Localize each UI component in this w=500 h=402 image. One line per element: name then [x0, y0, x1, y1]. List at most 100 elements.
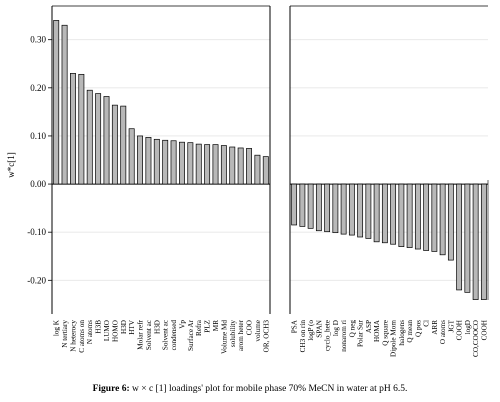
- bar: [472, 183, 479, 300]
- x-tick-label: Dipole Mom: [390, 320, 398, 357]
- x-tick-label: HOMO: [111, 320, 119, 342]
- x-tick-label: Polar Sur: [357, 319, 365, 347]
- bar: [170, 140, 177, 185]
- bar: [423, 183, 430, 251]
- x-tick-label: logD: [464, 320, 472, 334]
- y-tick-label: -0.10: [27, 227, 46, 237]
- y-tick-label: 0.00: [30, 179, 46, 189]
- bar: [111, 104, 118, 185]
- x-tick-label: cyclo_hete: [324, 320, 332, 351]
- bar: [406, 183, 413, 248]
- bar: [398, 183, 405, 247]
- bar: [348, 183, 355, 236]
- bar: [246, 148, 252, 185]
- x-tick-label: N atoms: [86, 320, 94, 344]
- x-tick-label: Q mean: [406, 320, 414, 343]
- x-tick-label: CH3 on rin: [299, 320, 307, 353]
- bar: [53, 20, 60, 185]
- x-tick-label: PLZ: [204, 320, 212, 333]
- x-tick-label: Vp: [178, 320, 186, 329]
- x-tick-label: Molar refr: [137, 319, 145, 349]
- x-tick-label: SPAN: [315, 319, 323, 338]
- y-tick-label: 0.30: [30, 35, 46, 45]
- bar: [447, 183, 454, 261]
- x-tick-label: ASP: [365, 320, 373, 333]
- bar: [128, 128, 135, 185]
- x-tick-label: HTV: [128, 319, 136, 335]
- bar: [204, 144, 211, 185]
- x-tick-label: COOH: [456, 320, 464, 340]
- x-tick-label: LUMO: [103, 320, 111, 341]
- x-tick-label: H3B: [95, 320, 103, 334]
- bar: [120, 105, 127, 185]
- x-tick-label: volume: [254, 320, 262, 342]
- x-tick-label: nonarom ri: [340, 320, 348, 352]
- bar: [229, 146, 236, 185]
- y-tick-labels: -0.20 -0.10 0.00 0.10 0.20 0.30: [27, 35, 46, 286]
- x-tick-label: Q neg: [348, 320, 356, 338]
- x-tick-label: COOH: [480, 320, 488, 340]
- x-tick-label: N tertiary: [61, 320, 69, 348]
- x-tick-label: Refra: [195, 319, 203, 336]
- x-tick-label: O atoms: [439, 320, 447, 344]
- bar: [439, 183, 446, 256]
- bar: [95, 93, 102, 185]
- bar: [162, 139, 169, 185]
- bar: [390, 183, 397, 245]
- bar: [195, 143, 202, 185]
- bar: [145, 137, 152, 185]
- figure-caption: Figure 6: w × c [1] loadings' plot for m…: [0, 384, 500, 394]
- bar: [307, 183, 314, 229]
- bar: [153, 138, 160, 185]
- bar: [70, 73, 76, 185]
- x-tick-label: Surface Ar: [187, 319, 195, 351]
- x-tick-label: PSA: [291, 319, 299, 333]
- bar: [357, 183, 364, 238]
- x-tick-label: OR, OCH3: [262, 320, 270, 353]
- bar: [365, 183, 372, 239]
- bar: [431, 183, 438, 252]
- x-tick-label: log K: [53, 319, 61, 336]
- bar: [137, 135, 143, 185]
- bar: [464, 183, 471, 293]
- x-tick-label: Q pos: [414, 320, 422, 337]
- bars: [53, 20, 487, 300]
- bar: [414, 183, 421, 250]
- y-tick-label: 0.20: [30, 83, 46, 93]
- bar: [86, 89, 93, 185]
- bar: [315, 183, 322, 232]
- x-tick-label: MR: [212, 320, 220, 331]
- x-tick-label: N heterocy: [69, 320, 77, 352]
- bar: [187, 142, 194, 185]
- x-tick-label: ARR: [431, 320, 439, 335]
- x-tick-label: JGT: [447, 319, 455, 332]
- bar: [332, 183, 339, 234]
- x-tick-label: Q square: [381, 320, 389, 346]
- x-tick-label: Solvent ac: [145, 320, 153, 350]
- x-tick-label: H3D: [120, 320, 128, 334]
- y-axis-label: w*c[1]: [6, 152, 16, 178]
- bar: [340, 183, 347, 235]
- x-tick-label: Solvent ac: [162, 320, 170, 350]
- x-tick-label: CO,COOCO: [472, 320, 480, 357]
- bar: [480, 183, 487, 300]
- x-tick-label: Cl: [423, 320, 431, 327]
- bar: [324, 183, 331, 233]
- bar: [78, 73, 85, 185]
- x-tick-label: condensed: [170, 320, 178, 351]
- bar: [299, 183, 306, 227]
- caption-prefix: Figure 6:: [92, 384, 130, 394]
- x-tick-label: solubility: [229, 320, 237, 348]
- y-tick-label: 0.10: [30, 131, 46, 141]
- bar: [220, 145, 227, 185]
- bar: [103, 96, 110, 185]
- bar: [381, 183, 388, 244]
- x-tick-label: arom heter: [237, 319, 245, 351]
- bar: [254, 154, 261, 185]
- y-tick-label: -0.20: [27, 275, 46, 285]
- bar: [61, 24, 68, 185]
- x-tick-label: H3D: [153, 320, 161, 334]
- bar: [291, 183, 298, 226]
